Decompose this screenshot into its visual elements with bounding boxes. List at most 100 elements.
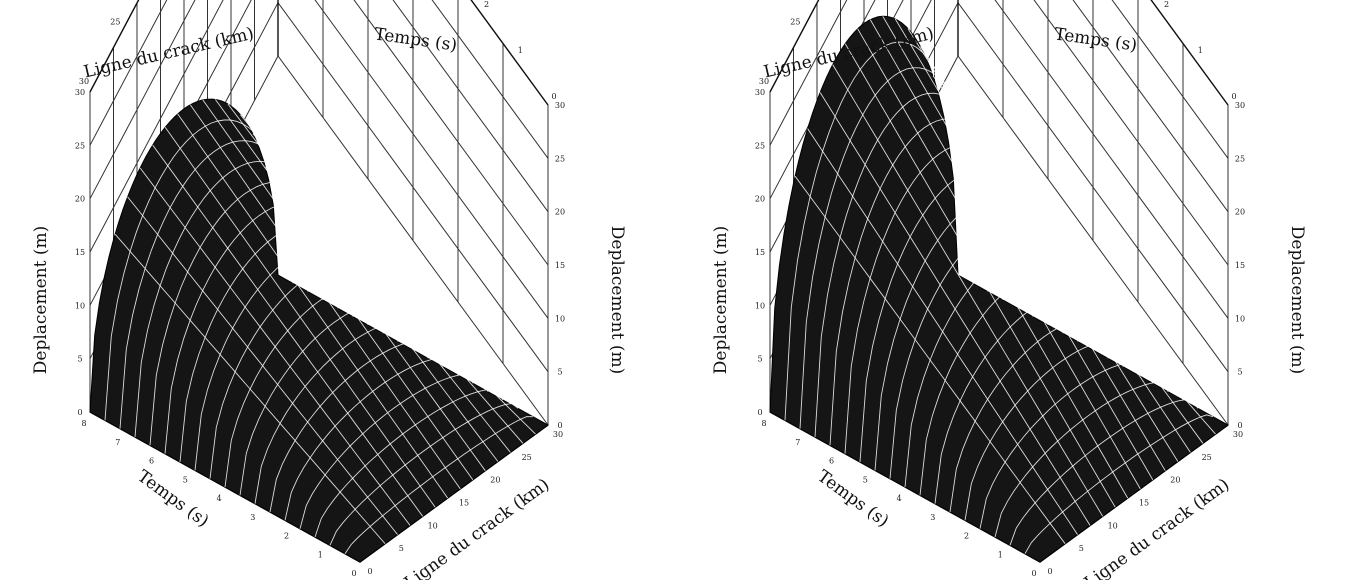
surface-mesh-line: [889, 219, 1079, 479]
tick-label: 25: [1202, 453, 1212, 462]
axis-label-displacement-right: Deplacement (m): [607, 226, 627, 374]
tick-label: 5: [183, 475, 188, 484]
surface-mesh-line: [114, 233, 386, 544]
tick-label: 8: [761, 419, 766, 428]
tick-label: 6: [149, 457, 154, 466]
grid-line: [89, 0, 549, 266]
surface-mesh-line: [857, 28, 1129, 499]
tick-label: 30: [755, 88, 765, 97]
tick-label: 20: [490, 476, 500, 485]
surface-mesh-line: [164, 127, 436, 508]
surface-body: [769, 15, 1229, 563]
surface-mesh-line: [904, 244, 1094, 488]
tick-label: 3: [930, 513, 935, 522]
tick-label: 30: [1233, 430, 1243, 439]
tick-label: 25: [110, 18, 120, 27]
tick-label: 1: [318, 550, 323, 559]
tick-label: 10: [555, 314, 565, 323]
surface-mesh-line: [189, 104, 461, 490]
tick-label: 20: [75, 195, 85, 204]
surface-mesh-line: [227, 103, 499, 462]
tick-label: 0: [1031, 569, 1036, 578]
axis-label-crack-back: Ligne du crack (km): [82, 24, 256, 83]
grid-line: [89, 0, 549, 212]
tick-label: 15: [755, 248, 765, 257]
axis-label-time-back: Temps (s): [373, 24, 458, 55]
axis-label-displacement-right: Deplacement (m): [1287, 226, 1307, 374]
axis-label-displacement-left: Deplacement (m): [31, 226, 51, 374]
surface-body: [89, 98, 549, 563]
surface-mesh-line: [119, 140, 309, 429]
tick-label: 10: [755, 301, 765, 310]
surface-mesh-line: [139, 167, 411, 526]
tick-label: 3: [250, 513, 255, 522]
tick-label: 10: [1235, 314, 1245, 323]
tick-label: 0: [557, 421, 562, 430]
tick-label: 0: [1231, 92, 1236, 101]
tick-label: 30: [555, 101, 565, 110]
tick-label: 1: [518, 46, 523, 55]
tick-label: 0: [551, 92, 556, 101]
surface-mesh-line: [254, 320, 444, 504]
tick-label: 6: [829, 457, 834, 466]
tick-label: 30: [759, 77, 769, 86]
surface-mesh-line: [344, 416, 534, 554]
surface-mesh-line: [807, 128, 1078, 535]
axis-label-time-front: Temps (s): [813, 466, 892, 531]
tick-label: 30: [75, 88, 85, 97]
tick-label: 15: [459, 499, 469, 508]
surface-mesh-line: [314, 389, 504, 538]
surface-mesh-line: [907, 28, 1179, 462]
surface-mesh-line: [179, 222, 369, 463]
tick-label: 2: [484, 0, 489, 9]
tick-label: 25: [790, 18, 800, 27]
surface-mesh-line: [329, 403, 519, 546]
surface-mesh-line: [859, 169, 1049, 463]
surface-mesh-line: [127, 196, 398, 535]
tick-label: 8: [81, 419, 86, 428]
tick-label: 2: [1164, 0, 1169, 9]
tick-label: 5: [757, 355, 762, 364]
surface-mesh-line: [202, 99, 474, 481]
tick-label: 5: [77, 355, 82, 364]
surface-mesh-line: [844, 43, 1116, 508]
tick-label: 25: [1235, 154, 1245, 163]
surface-mesh-line: [894, 18, 1166, 471]
tick-label: 20: [555, 208, 565, 217]
surface-mesh-line: [844, 143, 1034, 454]
surface-mesh-line: [994, 381, 1184, 538]
surface-mesh-line: [920, 46, 1191, 453]
surface-mesh-line: [979, 361, 1169, 529]
surface-mesh-line: [284, 356, 474, 521]
surface-mesh-line: [932, 75, 1204, 444]
tick-label: 5: [1079, 544, 1084, 553]
surface-mesh-line: [152, 144, 424, 517]
surface-mesh-line: [239, 301, 429, 496]
tick-label: 25: [522, 453, 532, 462]
surface-mesh-line: [269, 339, 459, 513]
tick-label: 4: [216, 494, 221, 503]
surface-mesh-line: [794, 175, 1066, 544]
tick-label: 30: [1235, 101, 1245, 110]
tick-label: 15: [1235, 261, 1245, 270]
surface-mesh-line: [194, 242, 384, 471]
surface-mesh-line: [177, 113, 449, 499]
axis-label-time-front: Temps (s): [133, 466, 212, 531]
tick-label: 10: [428, 521, 438, 530]
tick-label: 0: [1237, 421, 1242, 430]
surface-mesh-line: [1009, 399, 1199, 546]
tick-label: 5: [1237, 368, 1242, 377]
tick-label: 0: [1047, 567, 1052, 576]
tick-label: 15: [1139, 499, 1149, 508]
tick-label: 25: [755, 141, 765, 150]
tick-label: 7: [795, 438, 800, 447]
tick-label: 5: [863, 475, 868, 484]
surface-mesh-line: [949, 316, 1139, 513]
tick-label: 5: [557, 368, 562, 377]
tick-label: 30: [79, 77, 89, 86]
tick-label: 30: [553, 430, 563, 439]
surface-mesh-line: [134, 160, 324, 438]
surface-mesh-line: [964, 339, 1154, 521]
tick-label: 10: [1108, 521, 1118, 530]
